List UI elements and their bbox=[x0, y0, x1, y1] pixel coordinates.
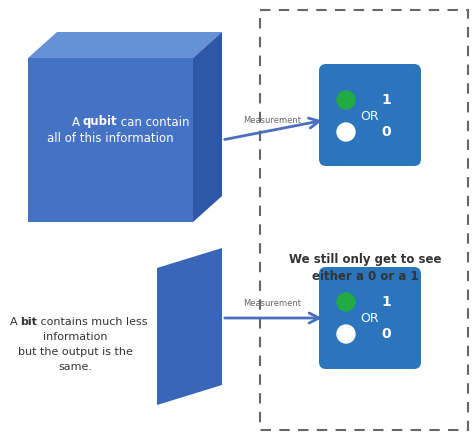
Text: A: A bbox=[10, 317, 21, 327]
Text: either a 0 or a 1: either a 0 or a 1 bbox=[312, 269, 419, 283]
Circle shape bbox=[337, 325, 355, 343]
Text: contains much less: contains much less bbox=[37, 317, 147, 327]
Polygon shape bbox=[28, 32, 222, 58]
Polygon shape bbox=[193, 32, 222, 222]
Text: 1: 1 bbox=[381, 295, 391, 309]
FancyBboxPatch shape bbox=[319, 267, 421, 369]
Text: 0: 0 bbox=[381, 327, 391, 341]
Circle shape bbox=[337, 123, 355, 141]
Polygon shape bbox=[157, 248, 222, 405]
Text: Measurement: Measurement bbox=[243, 299, 301, 308]
FancyBboxPatch shape bbox=[319, 64, 421, 166]
Text: OR: OR bbox=[361, 109, 379, 123]
Text: same.: same. bbox=[58, 362, 92, 372]
Text: Measurement: Measurement bbox=[243, 116, 301, 125]
Text: but the output is the: but the output is the bbox=[18, 347, 132, 357]
Text: qubit: qubit bbox=[83, 116, 118, 129]
Polygon shape bbox=[28, 58, 193, 222]
Text: bit: bit bbox=[20, 317, 37, 327]
Text: all of this information: all of this information bbox=[46, 132, 173, 144]
Circle shape bbox=[337, 293, 355, 311]
Text: OR: OR bbox=[361, 311, 379, 324]
Text: A: A bbox=[72, 116, 84, 129]
Text: information: information bbox=[43, 332, 107, 342]
Circle shape bbox=[337, 91, 355, 109]
Text: can contain: can contain bbox=[117, 116, 190, 129]
Text: We still only get to see: We still only get to see bbox=[289, 253, 441, 266]
Text: 1: 1 bbox=[381, 93, 391, 107]
Text: 0: 0 bbox=[381, 125, 391, 139]
